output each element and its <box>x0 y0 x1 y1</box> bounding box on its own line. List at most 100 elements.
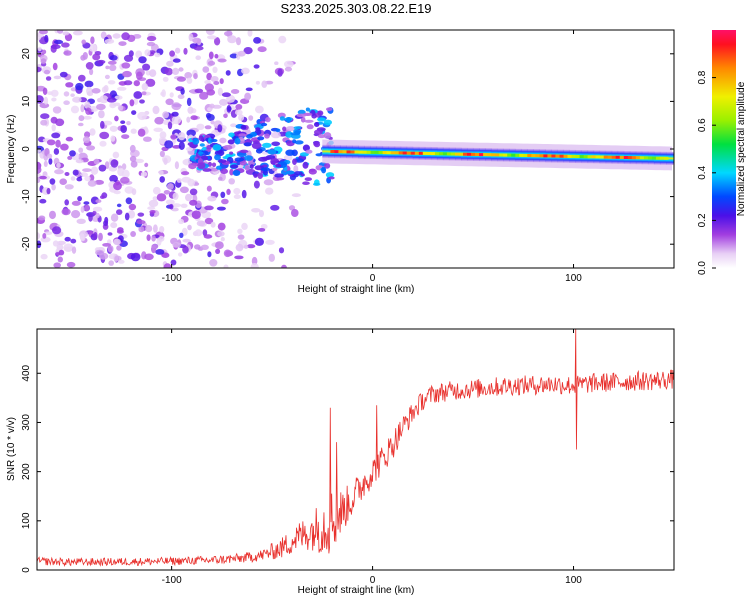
snr-y-axis: 0 100 200 300 400 <box>21 364 674 573</box>
signal-band-core <box>398 151 404 155</box>
heatmap-cell <box>60 143 69 151</box>
heatmap-cell <box>281 264 287 268</box>
heatmap-cell <box>207 195 217 202</box>
heatmap-cell <box>121 62 131 69</box>
heatmap-cell <box>223 145 233 150</box>
heatmap-cell <box>271 131 281 139</box>
signal-band-core <box>358 150 363 154</box>
heatmap-cell <box>326 107 333 111</box>
heatmap-cell <box>72 169 79 176</box>
heatmap-cell <box>305 149 313 154</box>
heatmap-cell <box>110 135 116 142</box>
heatmap-cell <box>56 30 64 34</box>
heatmap-cell <box>113 181 122 191</box>
heatmap-cell <box>92 206 103 212</box>
heatmap-cell <box>113 190 121 195</box>
heatmap-cell <box>260 167 271 172</box>
heatmap-cell <box>37 46 42 52</box>
heatmap-cell <box>253 173 258 178</box>
heatmap-cell <box>50 44 61 50</box>
heatmap-cell <box>254 237 264 246</box>
spectrogram-x-tick-label: 100 <box>565 273 582 284</box>
heatmap-cell <box>291 209 299 217</box>
heatmap-cell <box>186 116 191 123</box>
heatmap-cell <box>144 253 154 261</box>
heatmap-cell <box>82 168 92 173</box>
signal-band-core <box>575 155 580 158</box>
signal-band-core <box>639 156 645 160</box>
heatmap-cell <box>92 210 97 216</box>
heatmap-cell <box>255 127 261 131</box>
colorbar-tick-label: 0.4 <box>697 165 708 179</box>
heatmap-cell <box>209 259 218 267</box>
heatmap-cell <box>261 156 272 161</box>
heatmap-cell <box>102 243 111 247</box>
snr-y-tick-label: 200 <box>21 463 32 480</box>
heatmap-cell <box>308 168 317 175</box>
heatmap-cell <box>241 222 248 230</box>
heatmap-cell <box>282 126 287 132</box>
heatmap-cell <box>116 203 122 208</box>
heatmap-cell <box>43 69 51 75</box>
heatmap-cell <box>186 129 196 137</box>
heatmap-cell <box>293 165 299 174</box>
heatmap-cell <box>188 33 194 42</box>
spectrogram-y-tick-label: 20 <box>21 48 32 60</box>
heatmap-cell <box>192 138 200 145</box>
heatmap-cell <box>163 157 168 165</box>
heatmap-cell <box>78 74 86 82</box>
heatmap-cell <box>126 121 131 126</box>
heatmap-cell <box>238 114 245 121</box>
heatmap-cell <box>210 120 215 125</box>
heatmap-cell <box>151 235 156 242</box>
heatmap-cell <box>171 207 179 212</box>
heatmap-cell <box>71 200 81 206</box>
heatmap-cell <box>98 164 107 172</box>
heatmap-cell <box>123 80 133 86</box>
heatmap-cell <box>43 96 49 105</box>
heatmap-cell <box>129 144 136 153</box>
heatmap-cell <box>120 120 126 124</box>
spectrogram-y-tick-label: 0 <box>21 146 32 152</box>
heatmap-cell <box>228 178 235 185</box>
heatmap-cell <box>91 88 101 94</box>
heatmap-cell <box>217 58 227 63</box>
heatmap-cell <box>313 182 321 186</box>
heatmap-cell <box>253 180 260 189</box>
heatmap-cell <box>205 112 212 119</box>
heatmap-cell <box>118 41 127 46</box>
heatmap-cell <box>95 212 100 219</box>
colorbar-tick-label: 0.8 <box>697 70 708 84</box>
signal-band-core <box>414 151 420 155</box>
signal-band-core <box>527 154 532 157</box>
heatmap-cell <box>257 172 264 179</box>
heatmap-cell <box>250 263 259 268</box>
heatmap-cell <box>99 252 109 260</box>
heatmap-cell <box>127 210 136 219</box>
heatmap-cell <box>53 262 61 268</box>
heatmap-cell <box>176 76 186 82</box>
heatmap-cell <box>99 95 109 104</box>
heatmap-cell <box>232 170 241 176</box>
heatmap-cell <box>158 235 165 242</box>
heatmap-cell <box>40 58 47 64</box>
signal-band-core <box>515 153 520 157</box>
signal-band-core <box>571 154 576 158</box>
heatmap-area <box>37 30 674 268</box>
heatmap-cell <box>55 252 60 256</box>
heatmap-cell <box>67 155 73 160</box>
heatmap-cell <box>237 228 243 234</box>
heatmap-cell <box>141 83 148 91</box>
heatmap-cell <box>240 124 247 130</box>
spectrogram-x-label: Height of straight line (km) <box>298 284 415 295</box>
heatmap-cell <box>112 151 120 159</box>
snr-panel: -100 0 100 0 100 200 300 400 Height of straigh… <box>6 328 675 596</box>
heatmap-cell <box>180 88 185 95</box>
heatmap-cell <box>285 149 295 156</box>
heatmap-cell <box>272 167 278 172</box>
heatmap-cell <box>75 159 84 164</box>
heatmap-cell <box>211 162 217 168</box>
heatmap-cell <box>251 256 258 266</box>
heatmap-cell <box>265 187 274 195</box>
heatmap-cell <box>54 169 64 175</box>
